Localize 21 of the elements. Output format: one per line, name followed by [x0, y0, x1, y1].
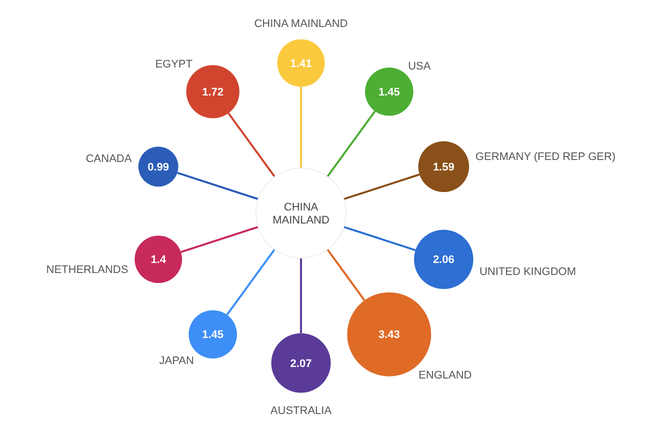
category-label: GERMANY (FED REP GER): [475, 151, 616, 164]
category-label: USA: [408, 60, 432, 72]
data-label: 1.45: [378, 86, 400, 98]
category-label: AUSTRALIA: [270, 405, 332, 418]
category-label: CHINA MAINLAND: [254, 18, 348, 30]
data-label: 1.72: [202, 86, 224, 98]
text: CHINA MAINLAND: [272, 201, 330, 226]
category-label: NETHERLANDS: [46, 264, 128, 276]
data-label: 3.43: [378, 329, 400, 342]
data-label: 1.4: [150, 254, 167, 266]
category-label: UNITED KINGDOM: [479, 266, 576, 278]
data-label: 1.45: [202, 329, 224, 342]
data-label: 2.07: [290, 358, 312, 370]
data-label: 1.41: [290, 58, 312, 70]
category-label: JAPAN: [159, 355, 194, 368]
data-label: 1.59: [432, 161, 454, 174]
data-label: 2.06: [432, 254, 454, 266]
category-label: ENGLAND: [418, 370, 472, 382]
category-label: EGYPT: [155, 58, 193, 71]
category-label: CANADA: [86, 152, 132, 165]
data-label: 0.99: [148, 161, 170, 174]
